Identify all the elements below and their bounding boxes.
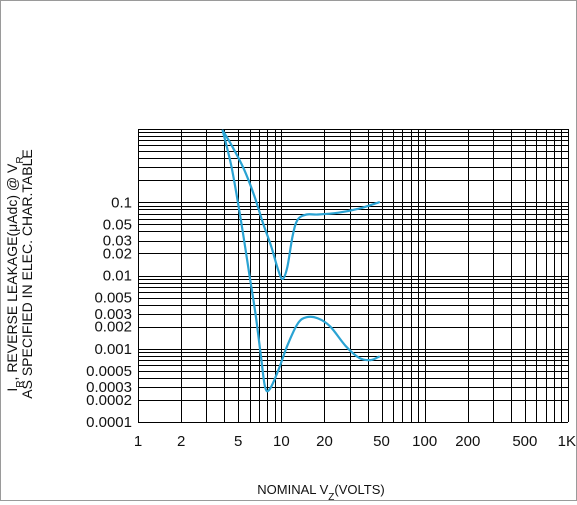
series-line-1 — [221, 129, 381, 280]
y-label-part-vr-sub: R — [15, 156, 26, 163]
x-label-part-main: NOMINAL V — [257, 482, 328, 497]
y-tick-label: 0.03 — [103, 233, 132, 250]
x-tick-label: 100 — [412, 433, 437, 450]
x-tick-label: 2 — [177, 433, 185, 450]
y-tick-label: 0.005 — [94, 290, 132, 307]
x-tick-label: 200 — [455, 433, 480, 450]
y-axis-label-line1: IR, REVERSE LEAKAGE(μAdc) @ VR — [4, 156, 26, 391]
x-axis-label: NOMINAL VZ(VOLTS) — [257, 482, 384, 500]
x-tick-label: 20 — [316, 433, 333, 450]
y-tick-label: 0.0003 — [86, 379, 132, 396]
y-tick-label: 0.001 — [94, 341, 132, 358]
x-tick-labels: 1 2 5 10 20 50 100 200 500 1K — [134, 433, 576, 450]
y-tick-label: 0.002 — [94, 319, 132, 336]
y-label-part-main: , REVERSE LEAKAGE(μAdc) @ V — [4, 163, 20, 380]
y-axis-label-line2: AS SPECIFIED IN ELEC. CHAR.TABLE — [19, 149, 35, 398]
y-tick-label: 0.0005 — [86, 363, 132, 380]
y-tick-label: 0.01 — [103, 268, 132, 285]
plot-grid — [138, 129, 569, 423]
y-tick-label: 0.003 — [94, 306, 132, 323]
y-label-part-r-sub: R — [15, 380, 26, 387]
y-tick-label: 0.02 — [103, 245, 132, 262]
y-tick-label: 0.0001 — [86, 414, 132, 431]
x-label-part-volts: (VOLTS) — [334, 482, 384, 497]
x-tick-label: 1 — [134, 433, 142, 450]
y-label-part-i: I — [4, 388, 20, 392]
x-tick-label: 500 — [512, 433, 537, 450]
x-label-part-z-sub: Z — [328, 492, 334, 501]
y-tick-label: 0.0002 — [86, 392, 132, 409]
x-tick-label: 5 — [234, 433, 242, 450]
plot-curves — [221, 129, 381, 393]
y-tick-label: 0.1 — [111, 194, 132, 211]
x-tick-label: 1K — [558, 433, 576, 450]
x-tick-label: 50 — [373, 433, 390, 450]
series-line-2 — [221, 129, 381, 393]
y-tick-label: 0.05 — [103, 216, 132, 233]
x-tick-label: 10 — [273, 433, 290, 450]
